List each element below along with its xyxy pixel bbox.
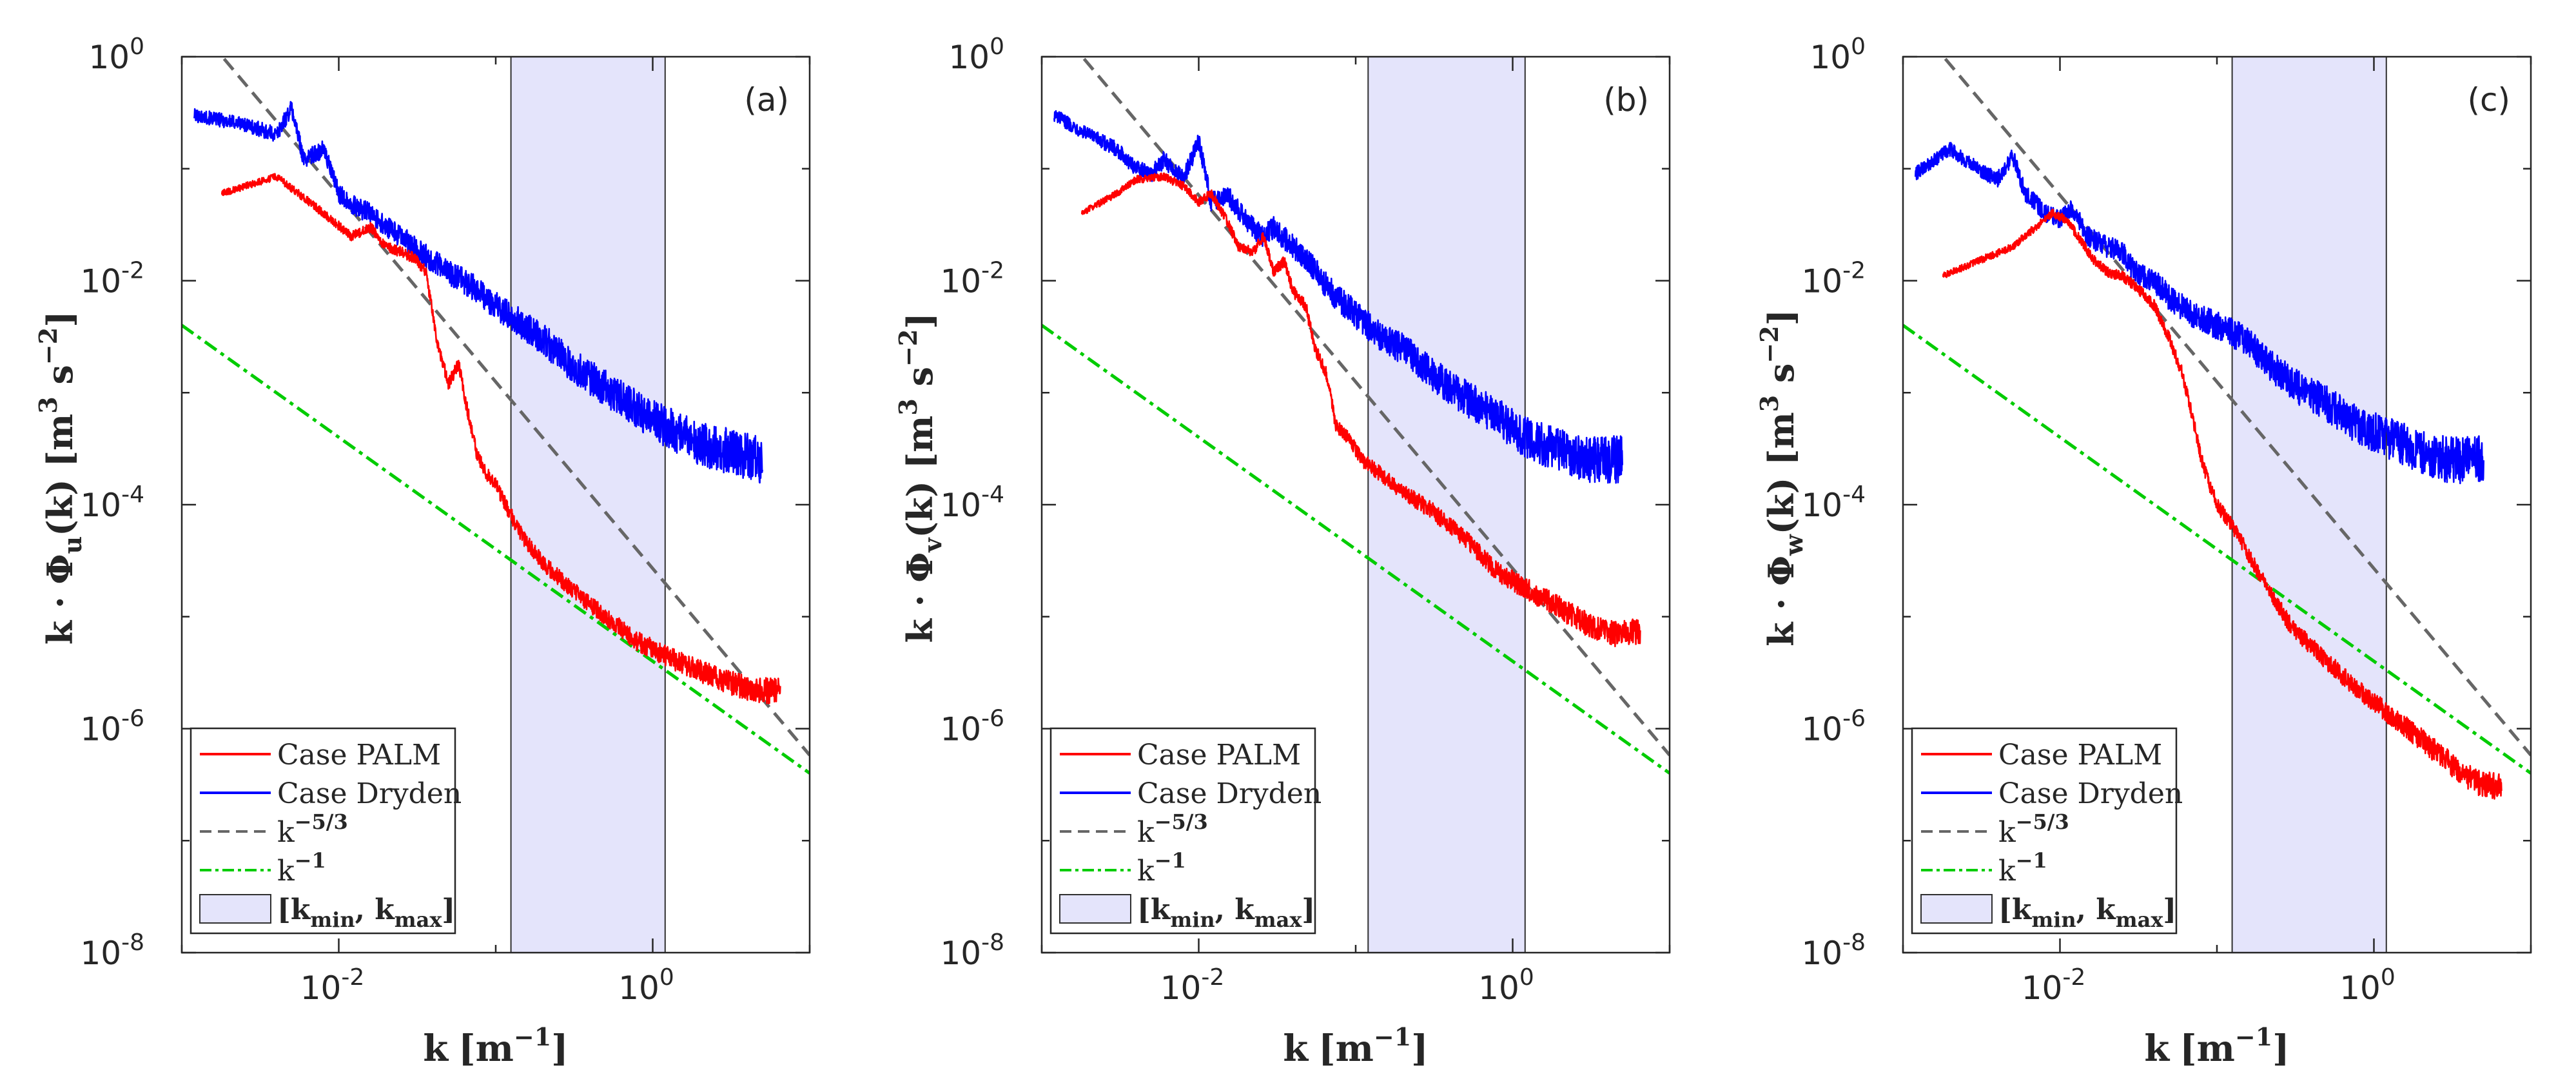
legend-item-case-dryden: Case Dryden (1060, 777, 1322, 810)
y-tick-label: 10-8 (80, 929, 144, 972)
legend-label: Case Dryden (1998, 777, 2183, 810)
legend-item-case-dryden: Case Dryden (1921, 777, 2183, 810)
panel-tag: (c) (2467, 81, 2510, 119)
y-tick-label: 100 (88, 34, 144, 76)
y-tick-label: 10-2 (80, 258, 144, 300)
y-tick-label: 10-4 (940, 481, 1004, 524)
y-axis-label: k · Φv(k) [m3 s−2] (893, 313, 947, 643)
x-axis-label: k [m−1] (2144, 1022, 2289, 1070)
legend-item-k-minus-five-thirds: k−5/3 (200, 810, 348, 849)
panel-b: 100 10-2 10-4 10-6 10-8 10-2 100 (b) k [m−1] k · Φ… (893, 34, 1671, 1070)
legend-item-case-palm: Case PALM (200, 739, 441, 772)
legend-label: k−5/3 (277, 810, 348, 849)
legend-swatch (1920, 894, 1993, 924)
legend-label: k−1 (1137, 848, 1186, 888)
legend-label: [kmin, kmax] (277, 893, 455, 932)
y-tick-label: 10-2 (1801, 258, 1866, 300)
legend-item-case-palm: Case PALM (1060, 739, 1301, 772)
legend-item-k-minus-five-thirds: k−5/3 (1060, 810, 1208, 849)
legend-label: [kmin, kmax] (1998, 893, 2176, 932)
y-tick-label: 100 (1810, 34, 1866, 76)
legend-item-k-range: [kmin, kmax] (1059, 893, 1315, 932)
ref-line-k-minus-five-thirds (220, 57, 810, 757)
legend-item-case-palm: Case PALM (1921, 739, 2162, 772)
legend-label: Case Dryden (277, 777, 462, 810)
x-tick-label: 100 (1478, 964, 1534, 1007)
legend-label: k−5/3 (1137, 810, 1208, 849)
series-group (1042, 57, 1670, 775)
series-case-dryden (1915, 142, 2484, 485)
legend-item-k-minus-one: k−1 (200, 848, 326, 888)
k-range-band (1367, 56, 1526, 953)
y-tick-label: 100 (948, 34, 1004, 76)
x-tick-label: 10-2 (300, 964, 365, 1007)
y-tick-label: 10-6 (1801, 706, 1866, 748)
series-group (1903, 57, 2531, 800)
x-axis-label: k [m−1] (423, 1022, 568, 1070)
legend-label: [kmin, kmax] (1137, 893, 1315, 932)
legend-label: Case Dryden (1137, 777, 1322, 810)
series-case-dryden (193, 101, 763, 484)
legend-label: Case PALM (1998, 739, 2162, 772)
panel-c: 100 10-2 10-4 10-6 10-8 10-2 100 (c) k [m−1] k · Φ… (1755, 34, 2532, 1070)
panel-a: 100 10-2 10-4 10-6 10-8 10-2 100 (a) k [m−1] k · Φ… (34, 34, 811, 1070)
x-tick-label: 10-2 (2022, 964, 2086, 1007)
legend-label: k−1 (277, 848, 326, 888)
panel-tag: (b) (1603, 81, 1649, 119)
y-axis-label: k · Φw(k) [m3 s−2] (1755, 309, 1808, 646)
x-tick-label: 100 (2339, 964, 2395, 1007)
x-axis-label: k [m−1] (1283, 1022, 1428, 1070)
y-tick-label: 10-4 (1801, 481, 1866, 524)
x-tick-label: 100 (618, 964, 674, 1007)
legend-item-case-dryden: Case Dryden (200, 777, 462, 810)
legend-item-k-minus-one: k−1 (1921, 848, 2047, 888)
y-tick-label: 10-8 (940, 929, 1004, 972)
series-case-palm (1942, 208, 2503, 800)
legend-label: Case PALM (1137, 739, 1301, 772)
k-range-band (2231, 56, 2387, 953)
panel-tag: (a) (744, 81, 789, 119)
series-case-dryden (1053, 110, 1623, 484)
y-tick-label: 10-8 (1801, 929, 1866, 972)
legend-item-k-range: [kmin, kmax] (199, 893, 455, 932)
legend-label: k−1 (1998, 848, 2047, 888)
series-case-palm (220, 173, 781, 704)
y-tick-label: 10-6 (80, 706, 144, 748)
legend-swatch (1059, 894, 1131, 924)
y-tick-label: 10-4 (80, 481, 144, 524)
legend-item-k-range: [kmin, kmax] (1920, 893, 2176, 932)
series-case-palm (1080, 172, 1641, 648)
x-tick-label: 10-2 (1160, 964, 1225, 1007)
legend-label: Case PALM (277, 739, 441, 772)
legend-item-k-minus-one: k−1 (1060, 848, 1186, 888)
series-group (182, 57, 810, 775)
y-tick-label: 10-6 (940, 706, 1004, 748)
y-axis-label: k · Φu(k) [m3 s−2] (34, 311, 87, 645)
legend-swatch (199, 894, 271, 924)
y-tick-label: 10-2 (940, 258, 1004, 300)
legend-item-k-minus-five-thirds: k−5/3 (1921, 810, 2069, 849)
k-range-band (510, 56, 666, 953)
legend-label: k−5/3 (1998, 810, 2069, 849)
ref-line-k-minus-five-thirds (1941, 57, 2531, 757)
ref-line-k-minus-five-thirds (1080, 57, 1670, 757)
